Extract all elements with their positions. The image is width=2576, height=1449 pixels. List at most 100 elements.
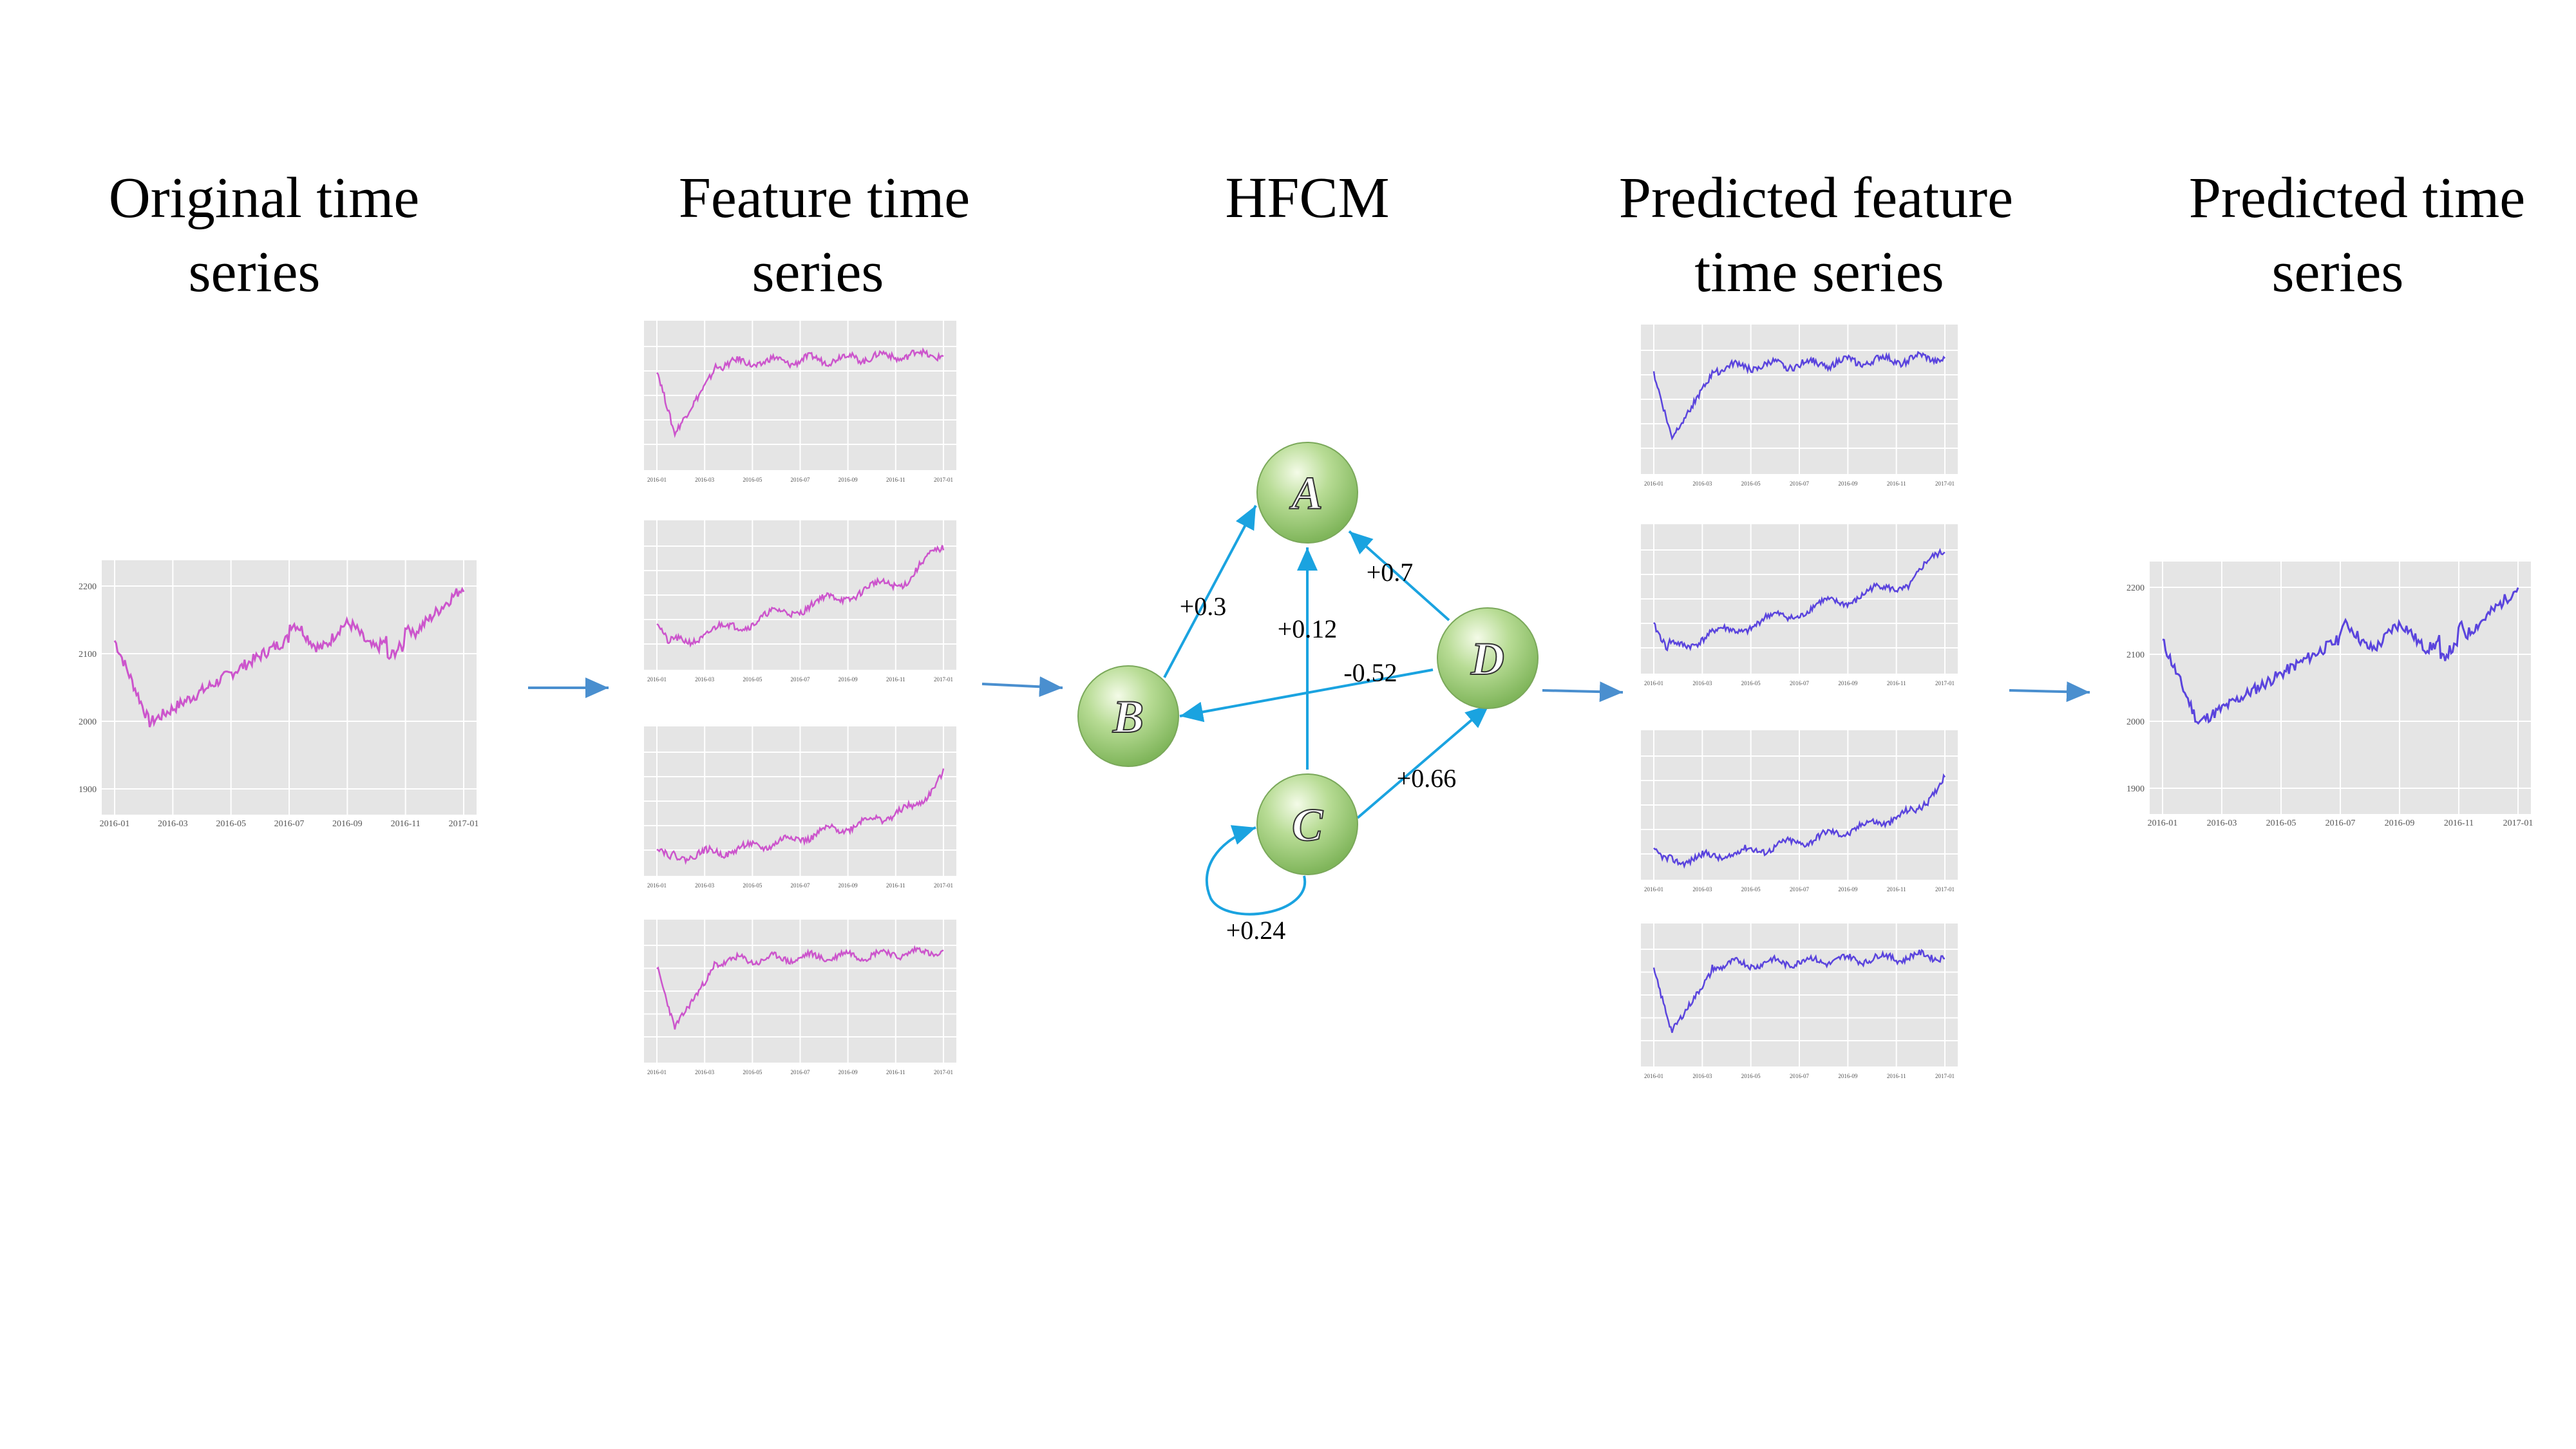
plot-predicted-x-tick-label: 2016-01 bbox=[2148, 819, 2178, 828]
edge-label-b-to-a: +0.3 bbox=[1180, 592, 1227, 621]
plot-predicted-y-tick-label: 2100 bbox=[2126, 650, 2145, 660]
edge-label-d-to-a: +0.7 bbox=[1367, 558, 1414, 587]
plot-feature-1-x-tick-label: 2016-01 bbox=[647, 477, 667, 483]
plot-predicted-x-tick-label: 2017-01 bbox=[2503, 819, 2533, 828]
plot-feature-3-x-tick-label: 2016-11 bbox=[886, 882, 905, 889]
plot-predicted-feature-1-x-tick-label: 2016-09 bbox=[1838, 480, 1857, 487]
plot-predicted-feature-4-series-line bbox=[1653, 949, 1946, 1033]
plot-predicted-feature-3: 2016-01 2016-03 2016-05 2016-07 2016-09 2016-… bbox=[1641, 730, 1958, 893]
title-original-line1: Original time bbox=[108, 166, 420, 230]
plot-feature-2-x-tick-label: 2016-07 bbox=[791, 676, 810, 683]
plot-predicted-feature-1-x-tick-label: 2016-07 bbox=[1790, 480, 1809, 487]
plot-original-series-line bbox=[113, 587, 465, 728]
plot-feature-4-x-tick-label: 2016-11 bbox=[886, 1069, 905, 1075]
plot-feature-3-x-tick-label: 2016-03 bbox=[695, 882, 714, 889]
plot-predicted-feature-4-x-tick-label: 2016-01 bbox=[1644, 1073, 1663, 1079]
plot-predicted-series-line bbox=[2162, 587, 2519, 725]
plot-feature-3-series-line bbox=[656, 768, 945, 865]
node-b-label: B bbox=[1112, 691, 1144, 743]
edge-d-to-a bbox=[1348, 530, 1450, 621]
plot-original-x-tick-label: 2016-09 bbox=[332, 819, 363, 829]
title-feature-line2: series bbox=[752, 240, 884, 304]
node-c: C bbox=[1256, 773, 1358, 875]
plot-predicted-x-tick-label: 2016-05 bbox=[2266, 819, 2297, 828]
plot-predicted-feature-2-x-tick-label: 2016-05 bbox=[1741, 680, 1761, 687]
plot-feature-1-x-tick-label: 2017-01 bbox=[934, 477, 953, 483]
title-predicted-line1: Predicted time bbox=[2188, 166, 2526, 230]
plot-feature-1-x-tick-label: 2016-09 bbox=[838, 477, 858, 483]
plot-feature-2-x-tick-label: 2016-05 bbox=[743, 676, 762, 683]
plot-feature-2-x-tick-label: 2016-03 bbox=[695, 676, 714, 683]
plot-feature-2-x-tick-label: 2016-11 bbox=[886, 676, 905, 683]
plot-predicted: 2016-01 2016-03 2016-05 2016-07 2016-09 2016-… bbox=[2126, 562, 2533, 828]
plot-predicted-x-tick-label: 2016-03 bbox=[2207, 819, 2237, 828]
node-b: B bbox=[1077, 665, 1179, 767]
title-predicted-time-series: Predicted time series bbox=[2164, 161, 2550, 309]
plot-predicted-feature-2-x-tick-label: 2017-01 bbox=[1935, 680, 1955, 687]
edge-c-self-loop bbox=[1205, 825, 1307, 916]
plot-feature-1-x-tick-label: 2016-11 bbox=[886, 477, 905, 483]
plot-original-x-tick-label: 2016-07 bbox=[274, 819, 305, 829]
title-predicted-feature-time-series: Predicted feature time series bbox=[1578, 161, 2054, 309]
edge-label-c-to-d: +0.66 bbox=[1397, 764, 1457, 793]
plots-layer: 2016-01 2016-03 2016-05 2016-07 2016-09 2016-… bbox=[79, 321, 2533, 1079]
title-predicted-feature-line1: Predicted feature bbox=[1618, 166, 2014, 230]
plot-feature-4: 2016-01 2016-03 2016-05 2016-07 2016-09 2016-… bbox=[644, 920, 956, 1075]
plot-feature-4-x-tick-label: 2017-01 bbox=[934, 1069, 953, 1075]
plot-predicted-x-tick-label: 2016-07 bbox=[2325, 819, 2356, 828]
plot-feature-3-x-tick-label: 2016-01 bbox=[647, 882, 667, 889]
edge-d-to-b bbox=[1179, 668, 1434, 723]
plot-predicted-feature-1-x-tick-label: 2017-01 bbox=[1935, 480, 1955, 487]
node-a-label: A bbox=[1289, 468, 1323, 519]
plot-predicted-feature-4-x-tick-label: 2016-07 bbox=[1790, 1073, 1809, 1079]
plot-feature-1-x-tick-label: 2016-07 bbox=[791, 477, 810, 483]
plot-feature-1-x-tick-label: 2016-05 bbox=[743, 477, 762, 483]
title-predicted-feature-line2: time series bbox=[1694, 240, 1944, 304]
plot-original-y-tick-label: 1900 bbox=[79, 785, 97, 795]
title-feature-time-series: Feature time series bbox=[599, 161, 1050, 309]
plot-feature-2-x-tick-label: 2016-01 bbox=[647, 676, 667, 683]
node-d: D bbox=[1437, 607, 1539, 709]
plot-predicted-y-tick-label: 1900 bbox=[2126, 784, 2145, 794]
plot-predicted-feature-1-series-line bbox=[1653, 350, 1946, 440]
edge-c-to-d bbox=[1356, 704, 1490, 819]
plot-original: 2016-01 2016-03 2016-05 2016-07 2016-09 2016-… bbox=[79, 560, 478, 829]
plot-predicted-feature-2-x-tick-label: 2016-03 bbox=[1692, 680, 1712, 687]
plot-predicted-feature-4-x-tick-label: 2016-11 bbox=[1887, 1073, 1906, 1079]
edge-label-c-to-a: +0.12 bbox=[1278, 614, 1338, 643]
plot-feature-1-x-tick-label: 2016-03 bbox=[695, 477, 714, 483]
plot-predicted-feature-1-x-tick-label: 2016-05 bbox=[1741, 480, 1761, 487]
plot-predicted-feature-1: 2016-01 2016-03 2016-05 2016-07 2016-09 2016-… bbox=[1641, 325, 1958, 487]
plot-predicted-feature-4-x-tick-label: 2016-05 bbox=[1741, 1073, 1761, 1079]
plot-predicted-feature-2-x-tick-label: 2016-09 bbox=[1838, 680, 1857, 687]
plot-feature-4-x-tick-label: 2016-05 bbox=[743, 1069, 762, 1075]
plot-predicted-feature-1-x-tick-label: 2016-01 bbox=[1644, 480, 1663, 487]
plot-predicted-x-tick-label: 2016-09 bbox=[2385, 819, 2415, 828]
plot-feature-1: 2016-01 2016-03 2016-05 2016-07 2016-09 2016-… bbox=[644, 321, 956, 483]
plot-predicted-feature-3-x-tick-label: 2016-11 bbox=[1887, 886, 1906, 893]
plot-feature-3: 2016-01 2016-03 2016-05 2016-07 2016-09 2016-… bbox=[644, 726, 956, 889]
plot-predicted-feature-3-series-line bbox=[1653, 773, 1946, 869]
plot-predicted-x-tick-label: 2016-11 bbox=[2444, 819, 2474, 828]
plot-feature-3-x-tick-label: 2016-09 bbox=[838, 882, 858, 889]
title-hfcm: HFCM bbox=[1146, 161, 1468, 235]
plot-feature-3-x-tick-label: 2016-07 bbox=[791, 882, 810, 889]
plot-feature-3-x-tick-label: 2017-01 bbox=[934, 882, 953, 889]
plot-original-y-tick-label: 2100 bbox=[79, 650, 97, 659]
edge-label-c-self-loop: +0.24 bbox=[1226, 916, 1286, 945]
plot-predicted-feature-4-x-tick-label: 2016-03 bbox=[1692, 1073, 1712, 1079]
plot-original-x-tick-label: 2016-01 bbox=[100, 819, 130, 829]
plot-original-x-tick-label: 2016-11 bbox=[391, 819, 421, 829]
plot-predicted-feature-2-x-tick-label: 2016-07 bbox=[1790, 680, 1809, 687]
plot-feature-2-x-tick-label: 2016-09 bbox=[838, 676, 858, 683]
plot-original-x-tick-label: 2016-05 bbox=[216, 819, 246, 829]
flow-arrow-predicted-feature-to-predicted bbox=[2009, 681, 2090, 703]
plot-predicted-feature-4-x-tick-label: 2016-09 bbox=[1838, 1073, 1857, 1079]
plot-predicted-feature-3-x-tick-label: 2016-01 bbox=[1644, 886, 1663, 893]
plot-original-x-tick-label: 2017-01 bbox=[449, 819, 479, 829]
plot-predicted-feature-4-x-tick-label: 2017-01 bbox=[1935, 1073, 1955, 1079]
edge-b-to-a bbox=[1163, 505, 1257, 678]
plot-predicted-feature-3-x-tick-label: 2016-03 bbox=[1692, 886, 1712, 893]
plot-predicted-feature-3-x-tick-label: 2016-05 bbox=[1741, 886, 1761, 893]
